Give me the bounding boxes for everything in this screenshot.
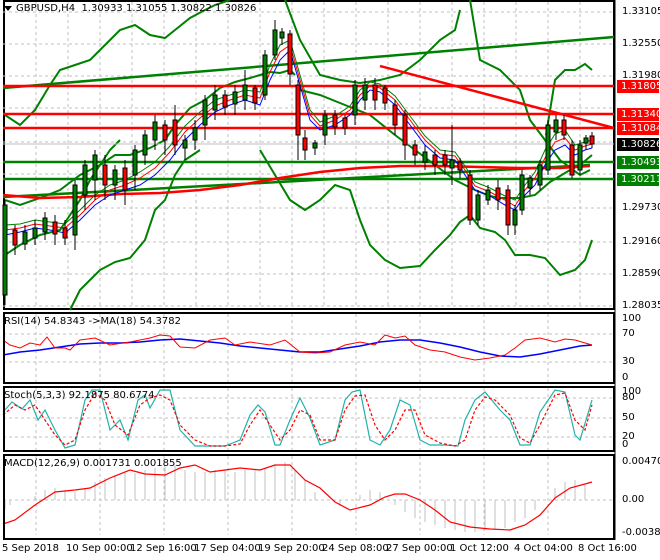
stoch-axis-label: 80 (622, 392, 635, 403)
rsi-pane[interactable] (3, 312, 615, 384)
macd-axis-label: 0.00 (622, 494, 645, 505)
time-axis-label: 10 Sep 00:00 (66, 543, 133, 554)
rsi-axis-label: 70 (622, 328, 635, 339)
stoch-axis-label: 100 (622, 386, 642, 397)
price-tag-resistance: 1.31084 (617, 122, 660, 135)
rsi-axis-label: 0 (622, 372, 629, 383)
symbol-label: GBPUSD,H4 (16, 3, 76, 14)
price-tag-current: 1.30826 (617, 138, 660, 151)
price-tag-support: 1.30211 (617, 173, 660, 186)
stochastic-title: Stoch(5,3,3) 92.1875 80.6774 (4, 390, 155, 401)
chart-header: GBPUSD,H4 1.30933 1.31055 1.30822 1.3082… (4, 3, 256, 14)
stoch-axis-label: 20 (622, 431, 635, 442)
time-axis-label: 12 Sep 16:00 (130, 543, 197, 554)
time-axis-label: 8 Oct 16:00 (578, 543, 637, 554)
price-axis-label: 1.31980 (622, 70, 660, 81)
price-axis-label: 1.28590 (622, 268, 660, 279)
price-tag-resistance: 1.31805 (617, 80, 660, 93)
macd-axis-label: -0.003891 (622, 527, 660, 538)
price-axis-label: 1.33105 (622, 6, 660, 17)
time-axis-label: 17 Sep 04:00 (194, 543, 261, 554)
price-axis-label: 1.28035 (622, 300, 660, 311)
stoch-axis-label: 50 (622, 412, 635, 423)
ohlc-values: 1.30933 1.31055 1.30822 1.30826 (81, 3, 257, 14)
time-axis-label: 27 Sep 00:00 (386, 543, 453, 554)
price-axis-label: 1.29730 (622, 202, 660, 213)
price-axis-label: 1.29160 (622, 236, 660, 247)
macd-axis-label: 0.004708 (622, 456, 660, 467)
time-axis-label: 5 Sep 2018 (2, 543, 60, 554)
price-tag-resistance: 1.31340 (617, 108, 660, 121)
rsi-title: RSI(14) 54.8343 ->MA(18) 54.3782 (4, 316, 181, 327)
time-axis-label: 1 Oct 12:00 (450, 543, 509, 554)
price-tag-support: 1.30493 (617, 156, 660, 169)
rsi-axis-label: 30 (622, 356, 635, 367)
time-axis-label: 4 Oct 04:00 (514, 543, 573, 554)
rsi-axis-label: 100 (622, 313, 642, 324)
time-axis-label: 24 Sep 08:00 (322, 543, 389, 554)
macd-title: MACD(12,26,9) 0.001731 0.001855 (4, 458, 182, 469)
stochastic-pane[interactable] (3, 386, 615, 452)
macd-histogram (4, 462, 586, 532)
time-axis-label: 19 Sep 20:00 (258, 543, 325, 554)
stoch-axis-label: 0 (622, 439, 629, 450)
price-axis-label: 1.32550 (622, 38, 660, 49)
macd-pane[interactable] (3, 454, 615, 540)
dropdown-triangle-icon[interactable] (4, 5, 12, 11)
